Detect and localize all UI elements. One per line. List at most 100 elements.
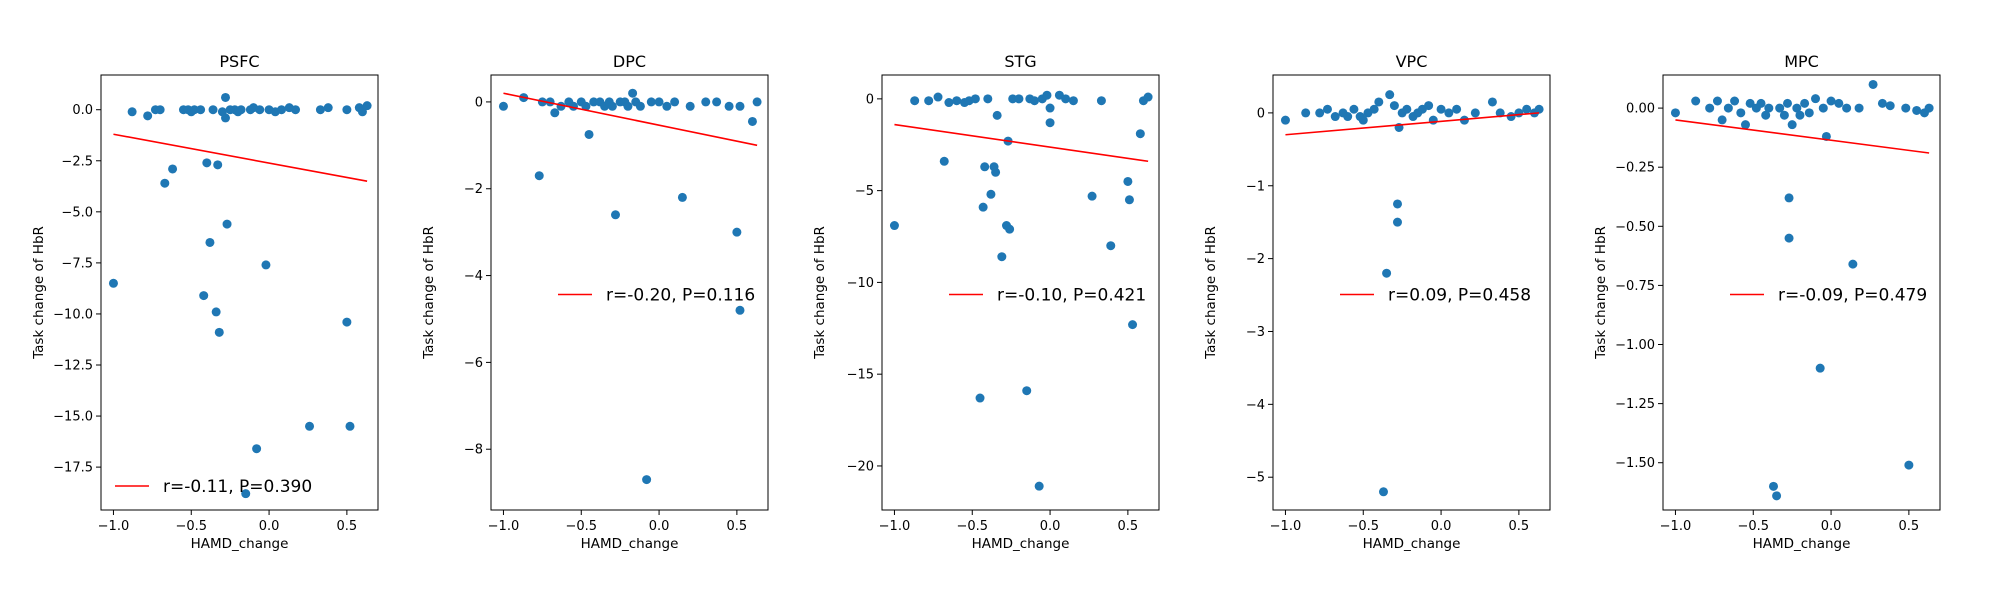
x-tick-label: 0.0 — [1821, 519, 1842, 534]
scatter-point — [1014, 94, 1024, 104]
scatter-point — [677, 192, 687, 202]
y-tick-label: −8 — [464, 443, 483, 458]
y-tick-label: −1.25 — [1615, 397, 1655, 412]
scatter-point — [991, 167, 1001, 177]
scatter-point — [1034, 481, 1044, 491]
x-tick-label: 0.5 — [1899, 519, 1920, 534]
scatter-point — [205, 237, 215, 247]
scatter-point — [1506, 112, 1516, 122]
scatter-point — [1901, 103, 1911, 113]
x-axis-label: HAMD_change — [1753, 536, 1851, 552]
scatter-point — [610, 210, 620, 220]
scatter-point — [924, 96, 934, 106]
scatter-point — [1452, 104, 1462, 114]
scatter-point — [1854, 103, 1864, 113]
scatter-point — [1842, 103, 1852, 113]
y-tick-label: −4 — [464, 269, 483, 284]
scatter-point — [168, 164, 178, 174]
scatter-point — [108, 278, 118, 288]
y-tick-label: −2.5 — [61, 154, 93, 169]
scatter-point — [1885, 101, 1895, 111]
scatter-point — [1522, 104, 1532, 114]
scatter-point — [545, 97, 555, 107]
scatter-point — [1924, 103, 1934, 113]
scatter-point — [1784, 233, 1794, 243]
axes-frame — [1662, 74, 1941, 511]
y-tick-label: −1.00 — [1615, 338, 1655, 353]
scatter-point — [1045, 118, 1055, 128]
scatter-point — [662, 101, 672, 111]
fit-line — [1285, 112, 1540, 136]
scatter-point — [980, 162, 990, 172]
x-axis-label: HAMD_change — [1363, 536, 1461, 552]
panel-mpc: MPC −1.0 −0.5 0.0 0.5 0.00 −0.25 −0.50 −0.75 −1.0… — [1593, 52, 1941, 552]
scatter-point — [1775, 103, 1785, 113]
scatter-point — [1826, 96, 1836, 106]
fit-line — [503, 92, 758, 147]
scatter-point — [196, 105, 206, 115]
y-tick-label: −15.0 — [53, 410, 93, 425]
panel-psfc: PSFC −1.0 −0.5 0.0 0.5 0.0 −2.5 −5.0 −7.5 −10.0 −1… — [31, 52, 379, 552]
scatter-point — [584, 129, 594, 139]
scatter-point — [155, 105, 165, 115]
scatter-point — [323, 103, 333, 113]
scatter-point — [944, 98, 954, 108]
fit-line — [113, 133, 368, 182]
scatter-point — [345, 421, 355, 431]
scatter-point — [933, 92, 943, 102]
scatter-point — [983, 94, 993, 104]
scatter-point — [1315, 108, 1325, 118]
scatter-point — [291, 105, 301, 115]
scatter-point — [735, 305, 745, 315]
scatter-point — [1534, 104, 1544, 114]
x-tick-label: −1.0 — [98, 519, 130, 534]
scatter-point — [255, 105, 265, 115]
x-axis-label: HAMD_change — [972, 536, 1070, 552]
scatter-point — [208, 105, 218, 115]
scatter-point — [1135, 129, 1145, 139]
scatter-point — [1385, 90, 1395, 100]
scatter-point — [1487, 97, 1497, 107]
scatter-point — [261, 260, 271, 270]
axes-frame — [100, 74, 379, 511]
legend-label: r=0.09, P=0.458 — [1388, 286, 1531, 306]
scatter-point — [1068, 96, 1078, 106]
scatter-point — [642, 475, 652, 485]
scatter-point — [1124, 195, 1134, 205]
scatter-point — [211, 307, 221, 317]
scatter-point — [1691, 96, 1701, 106]
scatter-point — [1322, 104, 1332, 114]
scatter-point — [1378, 487, 1388, 497]
scatter-point — [735, 101, 745, 111]
scatter-point — [1436, 104, 1446, 114]
scatter-point — [712, 97, 722, 107]
x-tick-label: −0.5 — [565, 519, 597, 534]
scatter-point — [1904, 460, 1914, 470]
y-tick-label: −15 — [847, 368, 874, 383]
scatter-point — [1392, 199, 1402, 209]
fit-line — [894, 123, 1149, 163]
scatter-point — [1784, 193, 1794, 203]
scatter-point — [1392, 217, 1402, 227]
scatter-point — [1730, 96, 1740, 106]
x-tick-label: 0.5 — [727, 519, 748, 534]
scatter-point — [1912, 105, 1922, 115]
scatter-point — [910, 96, 920, 106]
y-tick-label: −10.0 — [53, 307, 93, 322]
scatter-point — [1045, 103, 1055, 113]
y-axis-label: Task change of HbR — [812, 226, 828, 360]
scatter-point — [1459, 115, 1469, 125]
scatter-point — [1022, 386, 1032, 396]
y-tick-label: −3 — [1246, 325, 1265, 340]
fit-line — [1675, 119, 1930, 154]
scatter-point — [1343, 112, 1353, 122]
scatter-point — [1514, 108, 1524, 118]
legend-label: r=-0.10, P=0.421 — [997, 286, 1146, 306]
scatter-point — [1096, 96, 1106, 106]
scatter-point — [1834, 98, 1844, 108]
x-tick-label: −1.0 — [1270, 519, 1302, 534]
axes-frame — [490, 74, 769, 511]
scatter-point — [1877, 98, 1887, 108]
axes-frame — [881, 74, 1160, 511]
scatter-point — [1848, 259, 1858, 269]
